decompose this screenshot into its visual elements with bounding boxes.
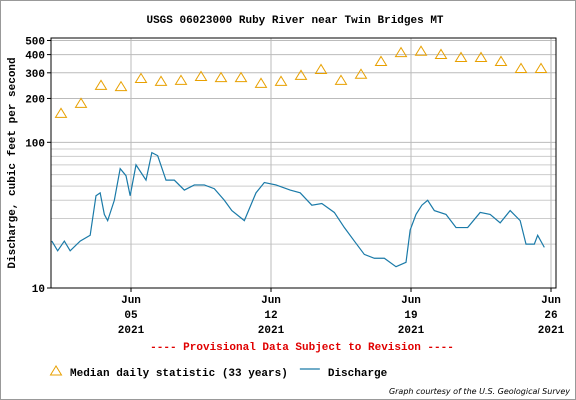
y-axis-label: Discharge, cubic feet per second <box>7 57 19 268</box>
median-marker <box>514 62 528 74</box>
median-marker <box>314 63 328 75</box>
median-marker <box>74 97 88 108</box>
y-tick-label: 300 <box>25 69 45 81</box>
x-tick-label: Jun <box>261 295 281 307</box>
median-marker <box>434 48 448 59</box>
y-tick-label: 200 <box>25 94 45 106</box>
median-marker <box>294 69 308 80</box>
x-tick-label: 2021 <box>118 325 145 337</box>
legend-label: Discharge <box>328 368 388 380</box>
median-marker <box>274 75 288 86</box>
median-marker <box>394 46 408 58</box>
median-marker <box>254 77 268 88</box>
chart-title: USGS 06023000 Ruby River near Twin Bridg… <box>146 15 443 27</box>
x-tick-label: 05 <box>124 310 138 322</box>
x-tick-label: Jun <box>121 295 141 307</box>
plot-background <box>51 38 556 288</box>
x-tick-label: 2021 <box>398 325 425 337</box>
median-marker <box>154 75 168 86</box>
median-marker <box>534 62 548 74</box>
median-marker <box>334 74 348 85</box>
median-marker <box>134 72 148 84</box>
median-marker <box>194 70 208 81</box>
median-marker <box>354 68 368 79</box>
x-tick-label: 26 <box>544 310 557 322</box>
provisional-note: ---- Provisional Data Subject to Revisio… <box>150 342 454 354</box>
x-tick-label: Jun <box>401 295 421 307</box>
y-tick-label: 10 <box>32 284 45 296</box>
y-tick-label: 500 <box>25 36 45 48</box>
x-tick-label: Jun <box>541 295 561 307</box>
legend-label: Median daily statistic (33 years) <box>70 368 288 380</box>
x-tick-label: 2021 <box>538 325 565 337</box>
median-marker <box>374 55 388 66</box>
discharge-line <box>51 151 545 268</box>
median-marker <box>414 45 428 56</box>
x-tick-label: 12 <box>264 310 277 322</box>
x-tick-label: 19 <box>404 310 417 322</box>
median-marker <box>234 71 248 83</box>
median-marker <box>54 107 68 118</box>
credit: Graph courtesy of the U.S. Geological Su… <box>389 387 570 396</box>
median-marker <box>214 71 228 83</box>
y-tick-label: 100 <box>25 138 45 150</box>
legend-marker <box>49 365 63 376</box>
x-tick-label: 2021 <box>258 325 285 337</box>
median-marker <box>174 74 188 85</box>
median-marker <box>94 79 108 90</box>
median-marker <box>454 51 468 63</box>
median-marker <box>114 80 128 92</box>
y-tick-label: 400 <box>25 51 45 63</box>
median-marker <box>474 51 488 63</box>
median-marker <box>494 55 508 66</box>
plot-frame <box>50 37 557 289</box>
